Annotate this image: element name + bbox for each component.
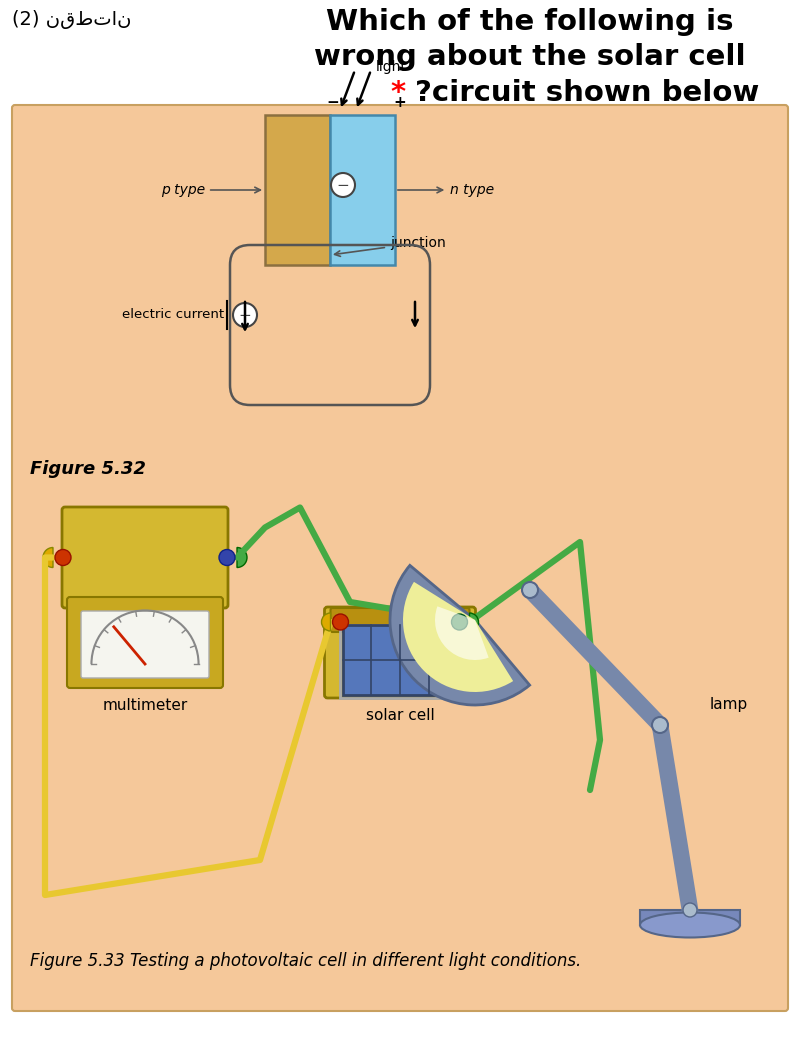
Wedge shape [403, 581, 513, 692]
Circle shape [683, 903, 697, 917]
Text: Figure 5.33 Testing a photovoltaic cell in different light conditions.: Figure 5.33 Testing a photovoltaic cell … [30, 952, 582, 970]
Text: solar cell: solar cell [366, 708, 434, 723]
Text: Figure 5.32: Figure 5.32 [30, 460, 146, 478]
Bar [640, 910, 740, 925]
FancyBboxPatch shape [325, 607, 475, 698]
Text: lamp: lamp [710, 698, 748, 712]
Wedge shape [390, 566, 530, 705]
Text: electric current: electric current [122, 309, 224, 321]
Text: −: − [238, 308, 251, 322]
Circle shape [522, 582, 538, 598]
Text: multimeter: multimeter [102, 698, 188, 713]
Wedge shape [470, 613, 478, 631]
FancyBboxPatch shape [67, 597, 223, 688]
FancyBboxPatch shape [81, 610, 209, 678]
Circle shape [55, 549, 71, 566]
Wedge shape [43, 547, 53, 568]
Circle shape [331, 173, 355, 197]
Text: junction: junction [334, 236, 446, 257]
Bar [342, 625, 458, 695]
Bar [330, 115, 395, 265]
Text: Which of the following is: Which of the following is [326, 8, 734, 36]
Text: −: − [337, 178, 350, 192]
Text: ?circuit shown below: ?circuit shown below [415, 79, 759, 107]
Text: n type: n type [398, 183, 494, 197]
Text: p type: p type [161, 183, 260, 197]
Circle shape [333, 614, 349, 630]
Text: +: + [394, 95, 406, 110]
Circle shape [233, 303, 257, 327]
Text: light: light [376, 60, 407, 74]
FancyBboxPatch shape [330, 608, 470, 632]
Text: (2) نقطتان: (2) نقطتان [12, 10, 131, 29]
Text: *: * [390, 79, 405, 107]
Text: wrong about the solar cell: wrong about the solar cell [314, 43, 746, 71]
Text: +: + [370, 638, 380, 651]
Wedge shape [237, 547, 247, 568]
Text: −: − [326, 95, 339, 110]
Circle shape [652, 717, 668, 733]
Wedge shape [435, 606, 489, 660]
FancyBboxPatch shape [62, 506, 228, 608]
Bar [265, 115, 330, 265]
Circle shape [219, 549, 235, 566]
Ellipse shape [640, 912, 740, 937]
Wedge shape [322, 613, 330, 631]
FancyBboxPatch shape [12, 105, 788, 1011]
Bar [339, 625, 461, 698]
Text: −: − [420, 658, 430, 671]
Circle shape [451, 614, 467, 630]
